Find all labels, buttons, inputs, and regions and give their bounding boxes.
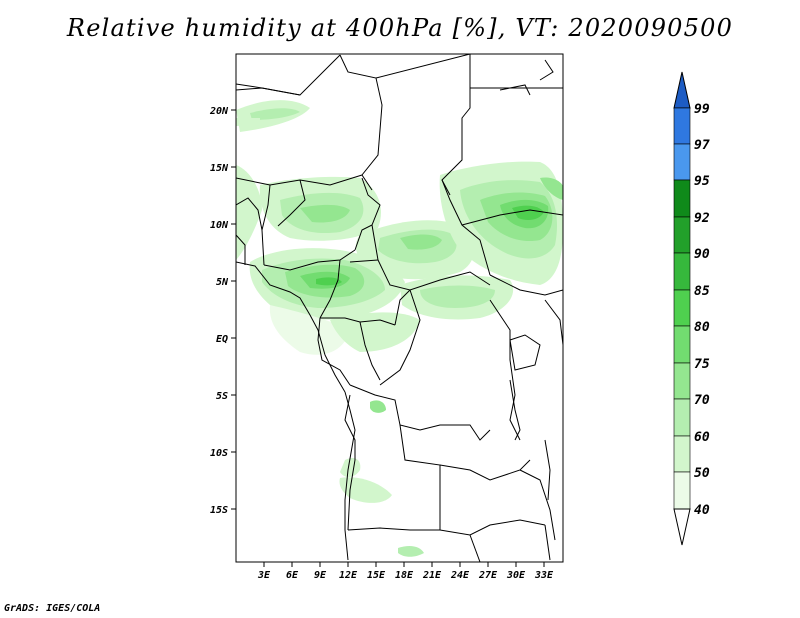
lat-tick-label: 20N [209, 106, 229, 117]
colorbar-label: 50 [694, 466, 710, 481]
colorbar-bottom-arrow [673, 508, 691, 546]
colorbar-label: 80 [694, 320, 710, 335]
colorbar: 99 97 95 92 90 85 80 75 70 60 50 40 [673, 71, 710, 546]
lon-tick-label: 6E [286, 570, 299, 581]
colorbar-label: 99 [694, 102, 710, 117]
colorbar-bin [673, 362, 691, 400]
colorbar-bin [673, 289, 691, 327]
colorbar-label: 92 [694, 211, 710, 226]
lon-axis: 3E 6E 9E 12E 15E 18E 21E 24E 27E 30E 33E [257, 562, 554, 581]
lon-tick-label: 3E [257, 570, 271, 581]
colorbar-bin [673, 435, 691, 473]
colorbar-label: 75 [694, 357, 710, 372]
map-frame [235, 53, 564, 563]
lon-tick-label: 27E [478, 570, 498, 581]
colorbar-bin [673, 179, 691, 218]
colorbar-label: 85 [694, 284, 710, 299]
lat-tick-label: 15S [210, 505, 228, 516]
colorbar-top-arrow [673, 71, 691, 109]
lon-tick-label: 21E [422, 570, 442, 581]
lon-tick-label: 15E [367, 570, 386, 581]
lat-tick-label: 5S [216, 391, 228, 402]
colorbar-bin [673, 325, 691, 364]
colorbar-bin [673, 252, 691, 291]
colorbar-bin [673, 107, 691, 145]
colorbar-label: 40 [694, 503, 710, 518]
credit-label: GrADS: IGES/COLA [4, 603, 101, 614]
chart-title: Relative humidity at 400hPa [%], VT: 202… [66, 14, 734, 42]
lon-tick-label: 12E [339, 570, 358, 581]
colorbar-bin [673, 216, 691, 254]
lat-tick-label: 10S [210, 448, 228, 459]
lon-tick-label: 18E [395, 570, 414, 581]
lon-tick-label: 33E [534, 570, 554, 581]
lon-tick-label: 24E [450, 570, 470, 581]
colorbar-label: 70 [694, 393, 710, 408]
lat-tick-label: 10N [210, 220, 229, 231]
colorbar-label: 60 [694, 430, 710, 445]
colorbar-bin [673, 143, 691, 181]
humidity-field [236, 100, 563, 557]
lon-tick-label: 30E [506, 570, 526, 581]
colorbar-label: 90 [694, 247, 710, 262]
colorbar-label: 95 [694, 174, 710, 189]
lat-tick-label: 5N [216, 277, 229, 288]
country-borders [236, 54, 563, 562]
colorbar-bin [673, 471, 691, 510]
lat-tick-label: 15N [210, 163, 229, 174]
colorbar-label: 97 [694, 138, 710, 153]
lon-tick-label: 9E [314, 570, 327, 581]
lat-tick-label: EQ [216, 334, 228, 345]
colorbar-bin [673, 398, 691, 437]
lat-axis: 20N 15N 10N 5N EQ 5S 10S 15S [209, 106, 236, 516]
